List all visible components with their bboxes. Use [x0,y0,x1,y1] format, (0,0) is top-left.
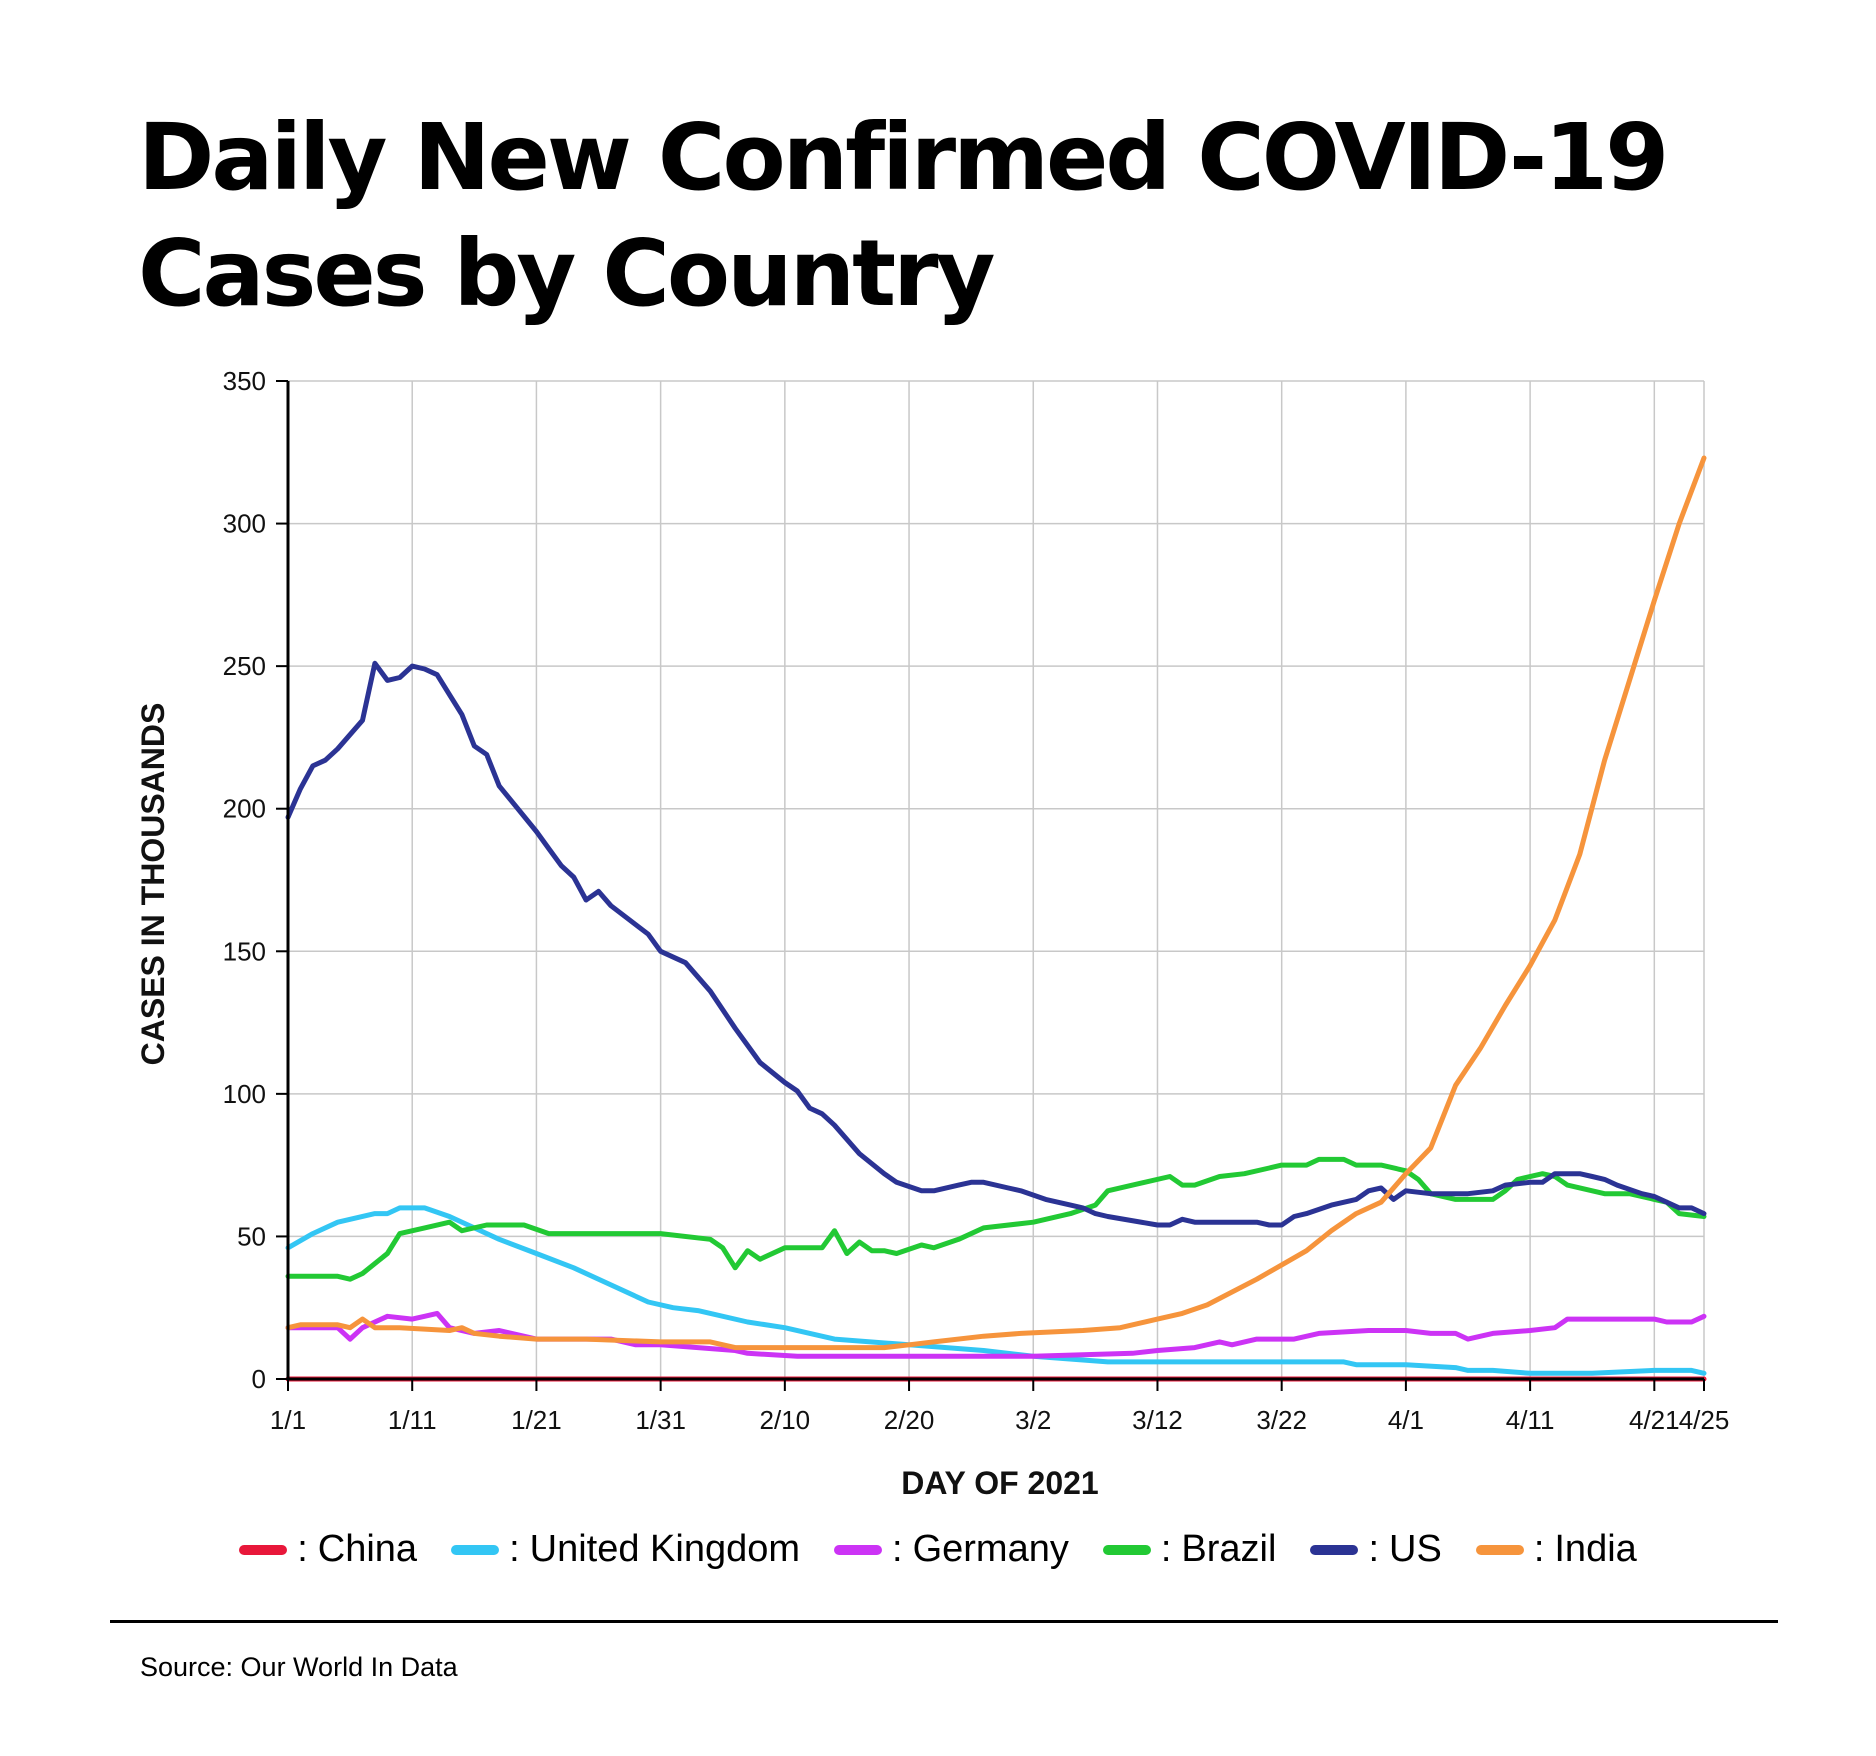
x-tick-label: 1/11 [388,1405,437,1435]
legend-separator: : [1533,1528,1545,1570]
x-tick-label: 3/22 [1256,1405,1307,1435]
divider [110,1620,1778,1623]
x-tick-label: 1/1 [270,1405,306,1435]
x-tick-labels: 1/1 1/11 1/21 1/31 2/10 2/20 3/2 3/12 3/22 4/1 4/1… [270,1405,1729,1435]
line-chart: 0 50 100 150 200 250 300 350 1/1 1/11 1/21 1/31 2/1… [135,366,1729,1501]
x-tick-label: 1/21 [511,1405,562,1435]
legend-separator: : [297,1528,308,1570]
legend-separator: : [1368,1528,1380,1570]
legend-label: China [317,1528,418,1570]
y-tick-label: 150 [223,936,266,966]
legend-label: Germany [912,1528,1069,1570]
chart-title: Daily New Confirmed COVID-19 Cases by Co… [138,104,1669,327]
series-line-germany [285,1310,1707,1359]
x-axis-label: DAY OF 2021 [901,1465,1098,1501]
x-tick-label: 4/11 [1506,1405,1555,1435]
legend-item: : Germany [834,1528,1069,1571]
y-tick-label: 250 [223,651,266,681]
legend-swatch [1102,1544,1151,1555]
legend-separator: : [509,1528,520,1570]
axes [276,380,1705,1391]
legend-item: : India [1475,1528,1637,1571]
legend-label: India [1554,1528,1637,1570]
legend-swatch [1310,1544,1359,1555]
series-lines [285,455,1707,1382]
legend-item: : China [239,1528,417,1571]
legend-label: Brazil [1181,1528,1277,1570]
legend-swatch [451,1544,500,1555]
gridlines [287,380,1705,1380]
x-tick-label: 4/1 [1388,1405,1424,1435]
y-tick-label: 50 [237,1221,266,1251]
x-tick-label: 4/21 [1629,1405,1680,1435]
legend-separator: : [1160,1528,1172,1570]
y-tick-label: 350 [223,366,266,396]
x-tick-label: 2/10 [760,1405,811,1435]
legend-item: : United Kingdom [451,1528,800,1571]
y-tick-label: 300 [223,509,266,539]
legend-label: United Kingdom [529,1528,801,1570]
y-tick-labels: 0 50 100 150 200 250 300 350 [223,366,266,1394]
x-tick-label: 3/2 [1015,1405,1051,1435]
y-axis-label: CASES IN THOUSANDS [135,703,171,1066]
legend-item: : US [1310,1528,1442,1571]
source-note: Source: Our World In Data [140,1652,458,1682]
x-tick-label: 4/25 [1679,1405,1730,1435]
x-tick-label: 1/31 [635,1405,686,1435]
legend-swatch [1475,1544,1524,1555]
legend-item: : Brazil [1102,1528,1277,1571]
legend-label: US [1389,1528,1442,1570]
x-tick-label: 2/20 [884,1405,935,1435]
series-line-us [285,660,1707,1228]
legend-separator: : [892,1528,903,1570]
y-tick-label: 200 [223,794,266,824]
legend-swatch [834,1544,883,1555]
series-line-brazil [285,1156,1707,1282]
legend: : China: United Kingdom: Germany: Brazil: US:… [0,1528,1876,1571]
legend-swatch [239,1544,288,1555]
series-line-united-kingdom [285,1205,1707,1376]
y-tick-label: 0 [252,1364,266,1394]
series-line-india [285,455,1707,1351]
x-tick-label: 3/12 [1132,1405,1183,1435]
y-tick-label: 100 [223,1079,266,1109]
